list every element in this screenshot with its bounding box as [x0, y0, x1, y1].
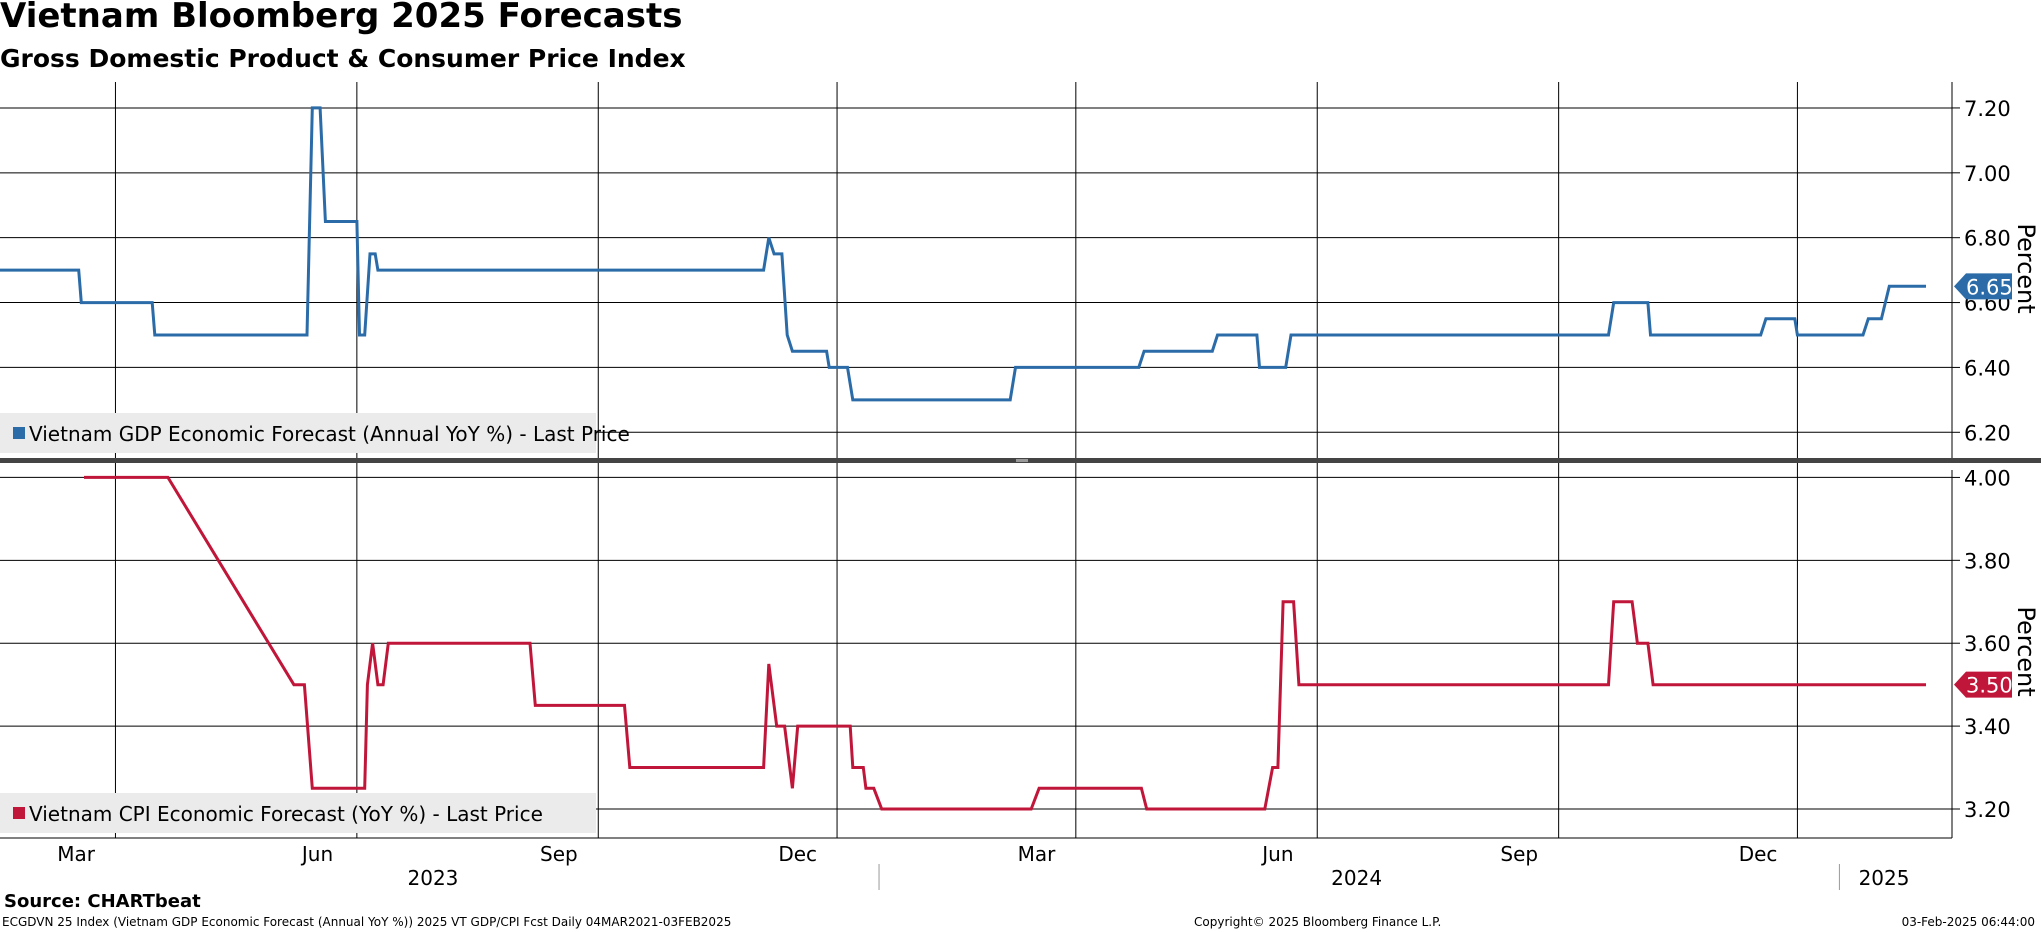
- bottom-y-axis-title: Percent: [2012, 606, 2040, 696]
- bottom-legend-box: [0, 793, 596, 833]
- top-legend-text: Vietnam GDP Economic Forecast (Annual Yo…: [29, 422, 630, 446]
- x-month-label-1: Jun: [300, 842, 333, 866]
- bottom-y-tick-label: 3.20: [1964, 798, 2011, 822]
- x-month-label-7: Dec: [1739, 842, 1778, 866]
- top-y-tick-label: 7.20: [1964, 97, 2011, 121]
- bottom-last-value-tag: [1954, 671, 2012, 698]
- chart-title: Vietnam Bloomberg 2025 Forecasts: [0, 0, 683, 36]
- x-year-label-2: 2025: [1859, 866, 1910, 890]
- bottom-legend-swatch: [13, 807, 25, 819]
- top-last-value-tag: [1954, 273, 2012, 300]
- timestamp: 03-Feb-2025 06:44:00: [1901, 915, 2035, 929]
- bottom-legend: Vietnam CPI Economic Forecast (YoY %) - …: [0, 793, 596, 833]
- source-note: Source: CHARTbeat: [4, 891, 201, 912]
- x-month-label-2: Sep: [540, 842, 578, 866]
- x-month-label-4: Mar: [1018, 842, 1057, 866]
- x-month-label-0: Mar: [57, 842, 96, 866]
- x-year-label-0: 2023: [408, 866, 459, 890]
- copyright-note: Copyright© 2025 Bloomberg Finance L.P.: [1194, 915, 1442, 929]
- top-y-axis-title: Percent: [2012, 223, 2040, 313]
- bottom-y-tick-label: 3.40: [1964, 715, 2011, 739]
- top-y-tick-label: 6.40: [1964, 356, 2011, 380]
- top-legend: Vietnam GDP Economic Forecast (Annual Yo…: [0, 413, 630, 453]
- bottom-last-value-label: 3.50: [1966, 674, 2013, 698]
- top-legend-swatch: [13, 427, 25, 439]
- x-year-label-1: 2024: [1331, 866, 1382, 890]
- top-y-tick-label: 7.00: [1964, 162, 2011, 186]
- x-month-label-3: Dec: [778, 842, 817, 866]
- x-month-label-5: Jun: [1260, 842, 1293, 866]
- top-legend-box: [0, 413, 596, 453]
- top-series-line: [0, 106, 1926, 402]
- bottom-y-tick-label: 4.00: [1964, 466, 2011, 490]
- top-y-tick-label: 6.20: [1964, 421, 2011, 445]
- bottom-series-line: [84, 475, 1926, 811]
- top-y-tick-label: 6.80: [1964, 227, 2011, 251]
- panel-divider-handle: [1016, 459, 1028, 462]
- bottom-legend-text: Vietnam CPI Economic Forecast (YoY %) - …: [29, 802, 543, 826]
- chart-subtitle: Gross Domestic Product & Consumer Price …: [0, 44, 686, 73]
- ticker-line: ECGDVN 25 Index (Vietnam GDP Economic Fo…: [2, 915, 732, 929]
- bottom-y-tick-label: 3.80: [1964, 549, 2011, 573]
- top-last-value-label: 6.65: [1966, 275, 2013, 299]
- bottom-y-tick-label: 3.60: [1964, 632, 2011, 656]
- x-month-label-6: Sep: [1500, 842, 1538, 866]
